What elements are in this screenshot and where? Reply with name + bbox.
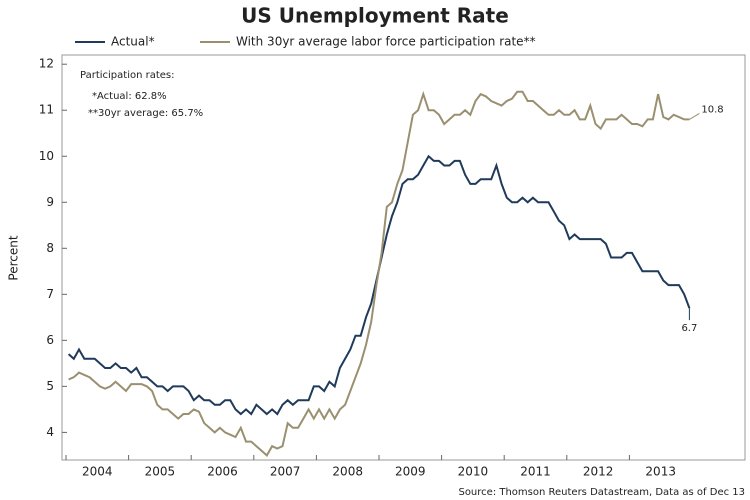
y-tick-label: 6: [46, 333, 54, 347]
y-tick-label: 12: [39, 57, 54, 71]
x-tick-label: 2010: [458, 465, 489, 479]
note: Participation rates:: [80, 70, 175, 81]
y-tick-label: 11: [39, 103, 54, 117]
legend-label: Actual*: [111, 35, 155, 49]
note: *Actual: 62.8%: [92, 91, 167, 102]
x-tick-label: 2005: [145, 465, 176, 479]
note: **30yr average: 65.7%: [88, 108, 203, 119]
series-line: [67, 154, 691, 416]
x-tick-label: 2009: [395, 465, 426, 479]
x-tick-label: 2006: [207, 465, 238, 479]
y-tick-label: 7: [46, 287, 54, 301]
series-line: [68, 90, 690, 457]
end-label: 10.8: [701, 104, 723, 115]
y-axis-label: Percent: [7, 235, 21, 280]
x-tick-label: 2004: [82, 465, 113, 479]
plot-frame: [61, 54, 746, 461]
end-label: 6.7: [681, 323, 697, 334]
y-tick-label: 4: [46, 425, 54, 439]
y-tick-label: 5: [46, 379, 54, 393]
x-tick-label: 2013: [645, 465, 676, 479]
x-tick-label: 2012: [583, 465, 614, 479]
y-tick-label: 10: [39, 149, 54, 163]
x-tick-label: 2007: [270, 465, 301, 479]
y-tick-label: 9: [46, 195, 54, 209]
x-tick-label: 2008: [332, 465, 363, 479]
end-label-leader: [689, 113, 700, 120]
source: Source: Thomson Reuters Datastream, Data…: [458, 487, 745, 498]
y-tick-label: 8: [46, 241, 54, 255]
x-tick-label: 2011: [520, 465, 551, 479]
legend-label: With 30yr average labor force participat…: [236, 35, 536, 49]
chart-title: US Unemployment Rate: [241, 4, 509, 28]
